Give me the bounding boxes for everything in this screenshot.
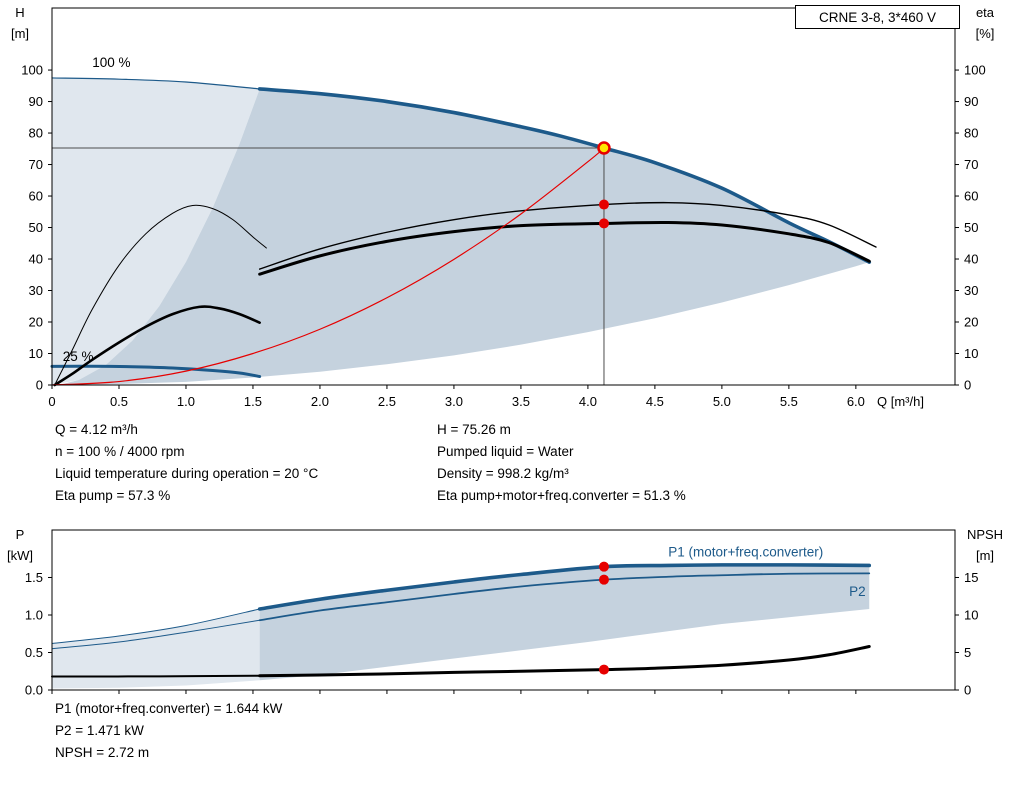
duty-info-column-right: H = 75.26 m Pumped liquid = Water Densit…	[437, 419, 686, 507]
y-left-tick-label: 60	[29, 189, 43, 204]
x-axis-title: Q [m³/h]	[877, 394, 924, 409]
y-right-tick-label: 10	[964, 607, 978, 622]
eta-pump-duty-dot	[598, 199, 609, 210]
operating-envelope-main	[58, 88, 870, 386]
p1-curve	[257, 563, 872, 611]
eta-total-duty-dot	[598, 218, 609, 229]
y-right-tick-label: 100	[964, 63, 986, 78]
x-tick-label: 1.0	[177, 394, 195, 409]
p1-curve-thin	[51, 608, 261, 644]
qh-chart: 0 0.5 1.0 1.5 2.0 2.5 3.0 3.5 4.0 4.5 5.0 5.5 6.0 Q […	[11, 5, 995, 409]
info-p1: P1 (motor+freq.converter) = 1.644 kW	[55, 701, 283, 716]
y-right-tick-label: 5	[964, 645, 971, 660]
y-right-tick-label: 80	[964, 126, 978, 141]
x-tick-label: 4.5	[646, 394, 664, 409]
power-info-panel: P1 (motor+freq.converter) = 1.644 kW P2 …	[55, 698, 282, 764]
info-pumped-liquid: Pumped liquid = Water	[437, 444, 574, 459]
system-curve	[51, 147, 605, 386]
operating-envelope-light	[52, 77, 260, 385]
pump-curve-100pct-thin	[51, 77, 261, 90]
y-right-tick-label: 10	[964, 346, 978, 361]
y-left-tick-label: 20	[29, 315, 43, 330]
y-left-tick-label: 30	[29, 283, 43, 298]
eta-total-curve-25pct	[53, 305, 261, 387]
eta-pump-curve-25pct	[54, 204, 267, 386]
duty-info-column-left: Q = 4.12 m³/h n = 100 % / 4000 rpm Liqui…	[55, 419, 318, 507]
speed-100pct-label: 100 %	[92, 55, 130, 70]
y-right-tick-label: 40	[964, 252, 978, 267]
y-left-tick-label: 70	[29, 157, 43, 172]
info-liquid-temperature: Liquid temperature during operation = 20…	[55, 466, 319, 481]
y-left-tick-label: 50	[29, 220, 43, 235]
y-left-tick-label: 90	[29, 94, 43, 109]
x-tick-label: 5.5	[780, 394, 798, 409]
y-right-tick-label: 0	[964, 378, 971, 393]
x-tick-label: 4.0	[579, 394, 597, 409]
y-right-axis-title: [%]	[976, 26, 995, 41]
y-left-axis-title: [m]	[11, 26, 29, 41]
y-left-tick-label: 0	[36, 378, 43, 393]
p1-duty-dot	[598, 561, 609, 572]
pump-model-title-box: CRNE 3-8, 3*460 V	[795, 5, 960, 29]
x-tick-label: 0.5	[110, 394, 128, 409]
y-right-tick-label: 90	[964, 94, 978, 109]
npsh-duty-dot	[598, 664, 609, 675]
x-tick-label: 2.5	[378, 394, 396, 409]
x-tick-label: 5.0	[713, 394, 731, 409]
y-right-tick-label: 60	[964, 189, 978, 204]
y-left-tick-label: 0.0	[25, 683, 43, 698]
y-left-axis-title: H	[15, 5, 24, 20]
y-right-tick-label: 70	[964, 157, 978, 172]
y-left-tick-label: 1.5	[25, 570, 43, 585]
y-left-axis-title: P	[16, 527, 25, 542]
x-tick-label: 3.0	[445, 394, 463, 409]
pump-curve-100pct	[257, 87, 872, 264]
info-npsh: NPSH = 2.72 m	[55, 745, 150, 760]
pump-model-title: CRNE 3-8, 3*460 V	[818, 9, 937, 25]
y-left-tick-label: 100	[21, 63, 43, 78]
p2-curve-label: P2	[849, 584, 866, 599]
x-tick-label: 2.0	[311, 394, 329, 409]
info-density: Density = 998.2 kg/m³	[437, 466, 569, 481]
y-left-axis-title: [kW]	[7, 548, 33, 563]
y-right-tick-label: 0	[964, 683, 971, 698]
speed-25pct-label: 25 %	[63, 349, 94, 364]
p2-curve-thin	[51, 619, 261, 650]
y-right-axis-title: eta	[976, 5, 995, 20]
pump-curve-25pct	[50, 364, 262, 378]
y-left-tick-label: 10	[29, 346, 43, 361]
info-eta-pump: Eta pump = 57.3 %	[55, 488, 171, 503]
p1-curve-label: P1 (motor+freq.converter)	[668, 544, 823, 559]
x-tick-label: 6.0	[847, 394, 865, 409]
y-right-tick-label: 30	[964, 283, 978, 298]
x-tick-label: 1.5	[244, 394, 262, 409]
y-right-tick-label: 15	[964, 570, 978, 585]
y-right-axis-title: [m]	[976, 548, 994, 563]
info-eta-total: Eta pump+motor+freq.converter = 51.3 %	[437, 488, 686, 503]
y-left-tick-label: 0.5	[25, 645, 43, 660]
power-npsh-chart-frame	[51, 529, 956, 691]
y-left-tick-label: 1.0	[25, 607, 43, 622]
info-speed: n = 100 % / 4000 rpm	[55, 444, 185, 459]
info-p2: P2 = 1.471 kW	[55, 723, 144, 738]
x-tick-label: 0	[48, 394, 55, 409]
y-left-tick-label: 40	[29, 252, 43, 267]
power-npsh-chart: 0.0 0.5 1.0 1.5 0 5 10 15 P [kW] NPSH [m] P1 (motor+…	[7, 527, 1003, 698]
y-left-tick-label: 80	[29, 126, 43, 141]
duty-point-dot	[597, 141, 611, 155]
npsh-curve-thin	[51, 674, 261, 678]
power-envelope-main	[259, 564, 870, 681]
p2-curve	[258, 572, 871, 622]
y-right-tick-label: 20	[964, 315, 978, 330]
y-right-axis-title: NPSH	[967, 527, 1003, 542]
info-flow: Q = 4.12 m³/h	[55, 422, 138, 437]
x-tick-label: 3.5	[512, 394, 530, 409]
y-right-tick-label: 50	[964, 220, 978, 235]
info-head: H = 75.26 m	[437, 422, 511, 437]
p2-duty-dot	[598, 574, 609, 585]
